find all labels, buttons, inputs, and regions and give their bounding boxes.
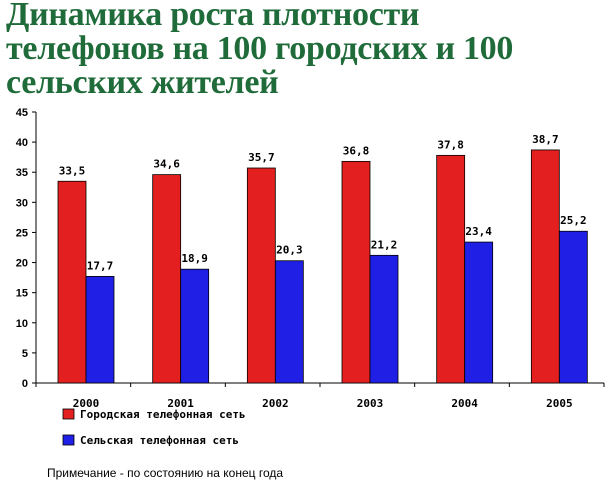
bar-rural-2005 [558, 230, 588, 384]
x-tick-label: 2004 [451, 397, 478, 410]
bar-rural-2003 [369, 254, 399, 384]
legend-label-urban: Городская телефонная сеть [80, 408, 246, 421]
data-label: 37,8 [437, 138, 464, 151]
data-label: 21,2 [371, 238, 398, 251]
legend-swatch-rural [62, 434, 75, 446]
bar-rural-2001 [180, 268, 210, 384]
bars: 33,5 17,7 34,6 18,9 35,7 20,3 36,8 21,2 37,8 23,4… [57, 133, 588, 384]
footnote: Примечание - по состоянию на конец года [47, 466, 284, 480]
y-tick-label: 35 [16, 167, 28, 179]
title-line-2: телефонов на 100 городских и 100 [6, 30, 514, 67]
bar-urban-2001 [152, 174, 182, 384]
data-label: 25,2 [560, 214, 587, 227]
bar-urban-2002 [246, 167, 276, 384]
legend-label-rural: Сельская телефонная сеть [80, 434, 239, 447]
data-label: 17,7 [87, 259, 114, 272]
x-tick-label: 2000 [73, 397, 100, 410]
bar-urban-2000 [57, 180, 87, 384]
data-label: 18,9 [181, 252, 208, 265]
data-label: 33,5 [59, 164, 86, 177]
x-tick-label: 2002 [262, 397, 289, 410]
chart-title: Динамика роста плотности телефонов на 10… [6, 0, 606, 100]
y-tick-label: 5 [22, 348, 28, 360]
data-label: 23,4 [465, 225, 492, 238]
x-tick-label: 2005 [546, 397, 573, 410]
bar-rural-2000 [85, 276, 115, 384]
y-tick-label: 20 [16, 258, 28, 270]
legend: Городская телефонная сеть Сельская телефо… [62, 408, 246, 447]
y-tick-label: 15 [16, 288, 28, 300]
data-label: 38,7 [532, 133, 559, 146]
bar-rural-2002 [274, 260, 304, 384]
x-tick-label: 2001 [167, 397, 194, 410]
bar-urban-2005 [530, 149, 560, 384]
y-tick-label: 10 [16, 318, 28, 330]
data-label: 20,3 [276, 244, 303, 257]
bar-urban-2004 [436, 154, 466, 384]
y-tick-label: 45 [16, 107, 28, 119]
y-tick-label: 30 [16, 197, 28, 209]
data-label: 35,7 [248, 151, 275, 164]
y-tick-label: 0 [22, 378, 28, 390]
data-label: 34,6 [153, 158, 180, 171]
data-label: 36,8 [343, 144, 370, 157]
y-tick-label: 25 [16, 227, 28, 239]
title-line-1: Динамика роста плотности [6, 0, 420, 33]
bar-rural-2004 [464, 241, 494, 384]
axes: 0 5 10 15 20 25 30 35 40 45 2000 2001 2002 2003 2004 20… [16, 107, 605, 410]
bar-urban-2003 [341, 160, 371, 384]
title-line-3: сельских жителей [6, 64, 279, 101]
x-tick-label: 2003 [357, 397, 384, 410]
y-tick-label: 40 [16, 137, 28, 149]
legend-swatch-urban [62, 408, 75, 420]
